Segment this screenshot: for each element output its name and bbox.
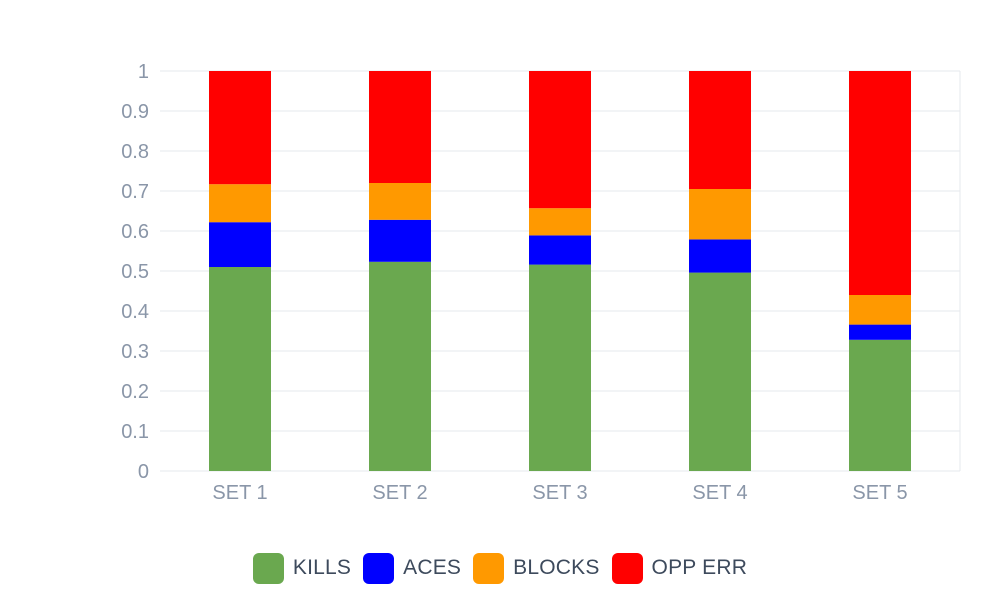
legend-item-blocks[interactable]: BLOCKS [473, 552, 600, 584]
bar-kills-segment[interactable] [209, 267, 271, 471]
x-tick-label: SET 2 [372, 482, 427, 504]
x-axis-ticks: SET 1 SET 2 SET 3 SET 4 SET 5 [212, 482, 907, 504]
y-tick-label: 0.1 [121, 421, 149, 443]
x-tick-label: SET 3 [532, 482, 587, 504]
y-tick-label: 0.3 [121, 341, 149, 363]
y-tick-label: 1 [138, 61, 149, 83]
y-tick-label: 0.5 [121, 261, 149, 283]
bar-kills-segment[interactable] [529, 264, 591, 471]
bar-kills-segment[interactable] [689, 272, 751, 471]
legend-label: OPP ERR [651, 556, 748, 579]
bar-opp-err-segment[interactable] [529, 71, 591, 209]
bar-aces-segment[interactable] [369, 219, 431, 262]
legend-swatch [252, 552, 284, 584]
bar-aces-segment[interactable] [849, 324, 911, 340]
y-tick-label: 0.9 [121, 101, 149, 123]
y-tick-label: 0.8 [121, 141, 149, 163]
y-tick-label: 0 [138, 461, 149, 483]
legend-label: KILLS [292, 556, 352, 579]
legend-item-opp-err[interactable]: OPP ERR [611, 552, 748, 584]
legend-item-kills[interactable]: KILLS [252, 552, 352, 584]
bar-kills-segment[interactable] [849, 339, 911, 471]
bar-blocks-segment[interactable] [209, 184, 271, 223]
x-tick-label: SET 1 [212, 482, 267, 504]
legend-item-aces[interactable]: ACES [363, 552, 462, 584]
bar-aces-segment[interactable] [529, 235, 591, 265]
legend: KILLS ACES BLOCKS OPP ERR [0, 548, 1000, 588]
legend-label: BLOCKS [513, 556, 600, 579]
x-tick-label: SET 4 [692, 482, 747, 504]
bar-opp-err-segment[interactable] [849, 71, 911, 295]
y-tick-label: 0.4 [121, 301, 149, 323]
y-tick-label: 0.6 [121, 221, 149, 243]
bar-blocks-segment[interactable] [689, 189, 751, 240]
bar-opp-err-segment[interactable] [689, 71, 751, 189]
bar-aces-segment[interactable] [689, 239, 751, 273]
legend-swatch [611, 552, 643, 584]
legend-swatch [363, 552, 395, 584]
bar-blocks-segment[interactable] [849, 295, 911, 325]
bar-opp-err-segment[interactable] [369, 71, 431, 183]
legend-swatch [473, 552, 505, 584]
bar-blocks-segment[interactable] [369, 183, 431, 220]
bar-kills-segment[interactable] [369, 261, 431, 471]
bar-blocks-segment[interactable] [529, 208, 591, 236]
bars [209, 71, 911, 471]
y-tick-label: 0.2 [121, 381, 149, 403]
x-tick-label: SET 5 [852, 482, 907, 504]
bar-opp-err-segment[interactable] [209, 71, 271, 185]
legend-label: ACES [403, 556, 462, 579]
stacked-bar-chart: 0 0.1 0.2 0.3 0.4 0.5 0.6 0.7 0.8 0.9 1 SET 1 SET 2… [121, 61, 961, 504]
y-axis-ticks: 0 0.1 0.2 0.3 0.4 0.5 0.6 0.7 0.8 0.9 1 [121, 61, 149, 483]
y-tick-label: 0.7 [121, 181, 149, 203]
bar-aces-segment[interactable] [209, 222, 271, 267]
